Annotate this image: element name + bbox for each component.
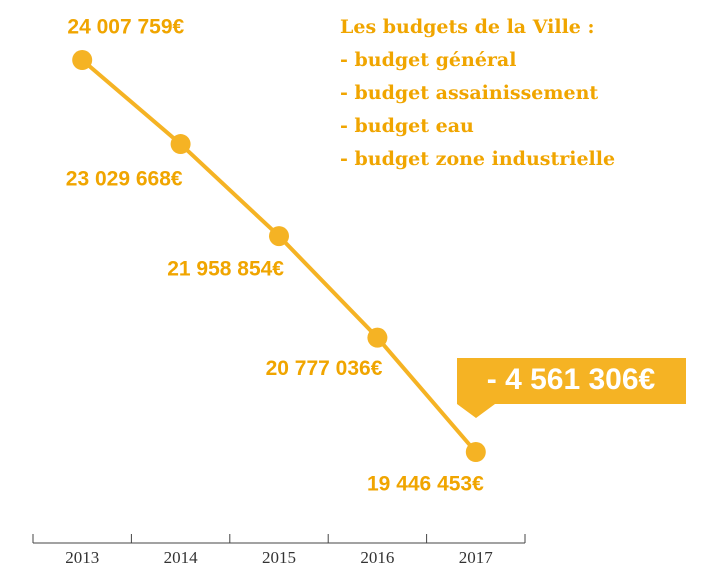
x-tick-label: 2014	[164, 548, 199, 567]
data-label: 24 007 759€	[67, 16, 184, 39]
note-title: Les budgets de la Ville :	[340, 16, 595, 38]
note-item: - budget assainissement	[340, 82, 598, 104]
data-label: 20 777 036€	[266, 357, 383, 380]
note-item: - budget général	[340, 49, 516, 71]
point	[72, 50, 93, 70]
point	[367, 327, 388, 348]
point	[465, 442, 486, 462]
x-tick-label: 2013	[65, 548, 99, 567]
data-label: 21 958 854€	[167, 258, 284, 281]
x-tick-label: 2016	[360, 548, 394, 567]
x-tick-label: 2015	[262, 548, 296, 567]
annotation: - 4 561 306€	[487, 363, 656, 396]
data-label: 19 446 453€	[367, 473, 484, 496]
annotation-badge	[457, 358, 686, 418]
note-item: - budget eau	[340, 115, 474, 137]
point	[170, 134, 191, 155]
x-tick-label: 2017	[459, 548, 494, 567]
note-item: - budget zone industrielle	[340, 148, 615, 170]
point	[269, 226, 289, 247]
data-label: 23 029 668€	[66, 168, 183, 191]
